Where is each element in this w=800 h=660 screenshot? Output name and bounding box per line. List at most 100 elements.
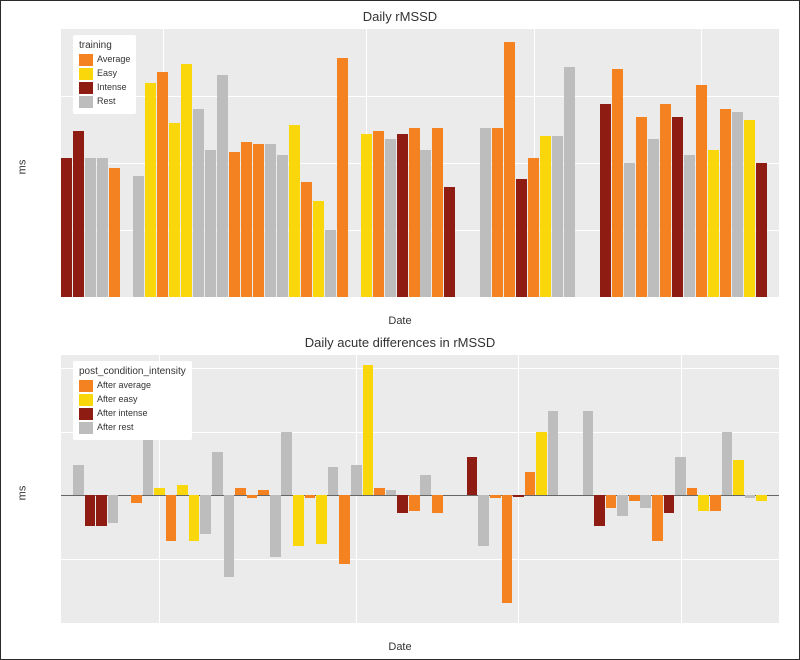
bar: [205, 150, 216, 297]
bar: [652, 495, 663, 541]
bar: [640, 495, 651, 508]
bar: [361, 134, 372, 297]
legend-title-top: training: [79, 39, 130, 52]
legend-swatch: [79, 380, 93, 392]
bar: [664, 495, 675, 513]
bar: [157, 72, 168, 297]
bar: [277, 155, 288, 297]
bar: [229, 152, 240, 297]
bar: [756, 495, 767, 500]
ylabel-top: ms: [16, 160, 28, 175]
bar: [409, 495, 420, 510]
bar: [708, 150, 719, 297]
bar: [265, 144, 276, 297]
bar: [270, 495, 281, 556]
legend-label: Intense: [97, 82, 127, 94]
legend-item: After average: [79, 380, 186, 392]
bar: [337, 58, 348, 297]
ylabel-bottom: ms: [16, 486, 28, 501]
legend-label: After rest: [97, 422, 134, 434]
bar: [289, 125, 300, 297]
bar: [732, 112, 743, 297]
panel-bottom: Daily acute differences in rMSSD ms Date…: [7, 331, 793, 655]
bar: [617, 495, 628, 515]
bar: [492, 128, 503, 297]
bar: [698, 495, 709, 510]
bar: [397, 134, 408, 297]
bar: [339, 495, 350, 564]
bar: [241, 142, 252, 297]
bar: [169, 123, 180, 297]
legend-top: training Average Easy Intense Rest: [73, 35, 136, 114]
legend-label: After average: [97, 380, 151, 392]
bar: [193, 109, 204, 297]
bar: [720, 109, 731, 297]
legend-title-bottom: post_condition_intensity: [79, 365, 186, 378]
legend-item: After easy: [79, 394, 186, 406]
bar: [61, 158, 72, 297]
chart-frame: Daily rMSSD ms Date 0255075Jan 15Feb 01F…: [0, 0, 800, 660]
legend-swatch: [79, 82, 93, 94]
bar: [612, 69, 623, 297]
plot-area-top: 0255075Jan 15Feb 01Feb 15Mar 01: [61, 29, 779, 297]
bar: [636, 117, 647, 297]
bar: [536, 432, 547, 496]
legend-swatch: [79, 394, 93, 406]
bar: [177, 485, 188, 495]
bar: [504, 42, 515, 297]
bar: [696, 85, 707, 297]
legend-label: Rest: [97, 96, 116, 108]
bar: [525, 472, 536, 495]
bar: [687, 488, 698, 496]
legend-swatch: [79, 96, 93, 108]
bar: [73, 131, 84, 297]
bar: [97, 158, 108, 297]
bar: [629, 495, 640, 500]
xlabel-bottom: Date: [7, 641, 793, 653]
bar: [363, 365, 374, 495]
bar: [744, 120, 755, 297]
legend-label: Easy: [97, 68, 117, 80]
bar: [397, 495, 408, 513]
legend-item: Average: [79, 54, 130, 66]
bar: [351, 465, 362, 496]
bar: [189, 495, 200, 541]
bar: [73, 465, 84, 496]
bar: [710, 495, 721, 510]
bar: [200, 495, 211, 533]
bar: [606, 495, 617, 508]
title-bottom: Daily acute differences in rMSSD: [7, 335, 793, 350]
bar: [224, 495, 235, 577]
legend-label: After intense: [97, 408, 148, 420]
bar: [684, 155, 695, 297]
legend-label: After easy: [97, 394, 138, 406]
bar: [85, 495, 96, 526]
bar: [675, 457, 686, 495]
bar: [745, 495, 756, 498]
bar: [513, 495, 524, 496]
bar: [316, 495, 327, 543]
bar: [564, 67, 575, 297]
legend-bottom: post_condition_intensity After average Af…: [73, 361, 192, 440]
bar: [258, 490, 269, 495]
legend-swatch: [79, 408, 93, 420]
legend-swatch: [79, 54, 93, 66]
bar: [648, 139, 659, 297]
bar: [301, 182, 312, 297]
bar: [624, 163, 635, 297]
bar: [600, 104, 611, 297]
bar: [374, 488, 385, 496]
bar: [235, 488, 246, 496]
bar: [166, 495, 177, 541]
legend-swatch: [79, 68, 93, 80]
bar: [444, 187, 455, 297]
legend-swatch: [79, 422, 93, 434]
bar: [108, 495, 119, 523]
xlabel-top: Date: [7, 315, 793, 327]
legend-item: Intense: [79, 82, 130, 94]
bar: [325, 230, 336, 297]
bar: [432, 128, 443, 297]
bar: [409, 128, 420, 297]
bar: [281, 432, 292, 496]
bar: [373, 131, 384, 297]
